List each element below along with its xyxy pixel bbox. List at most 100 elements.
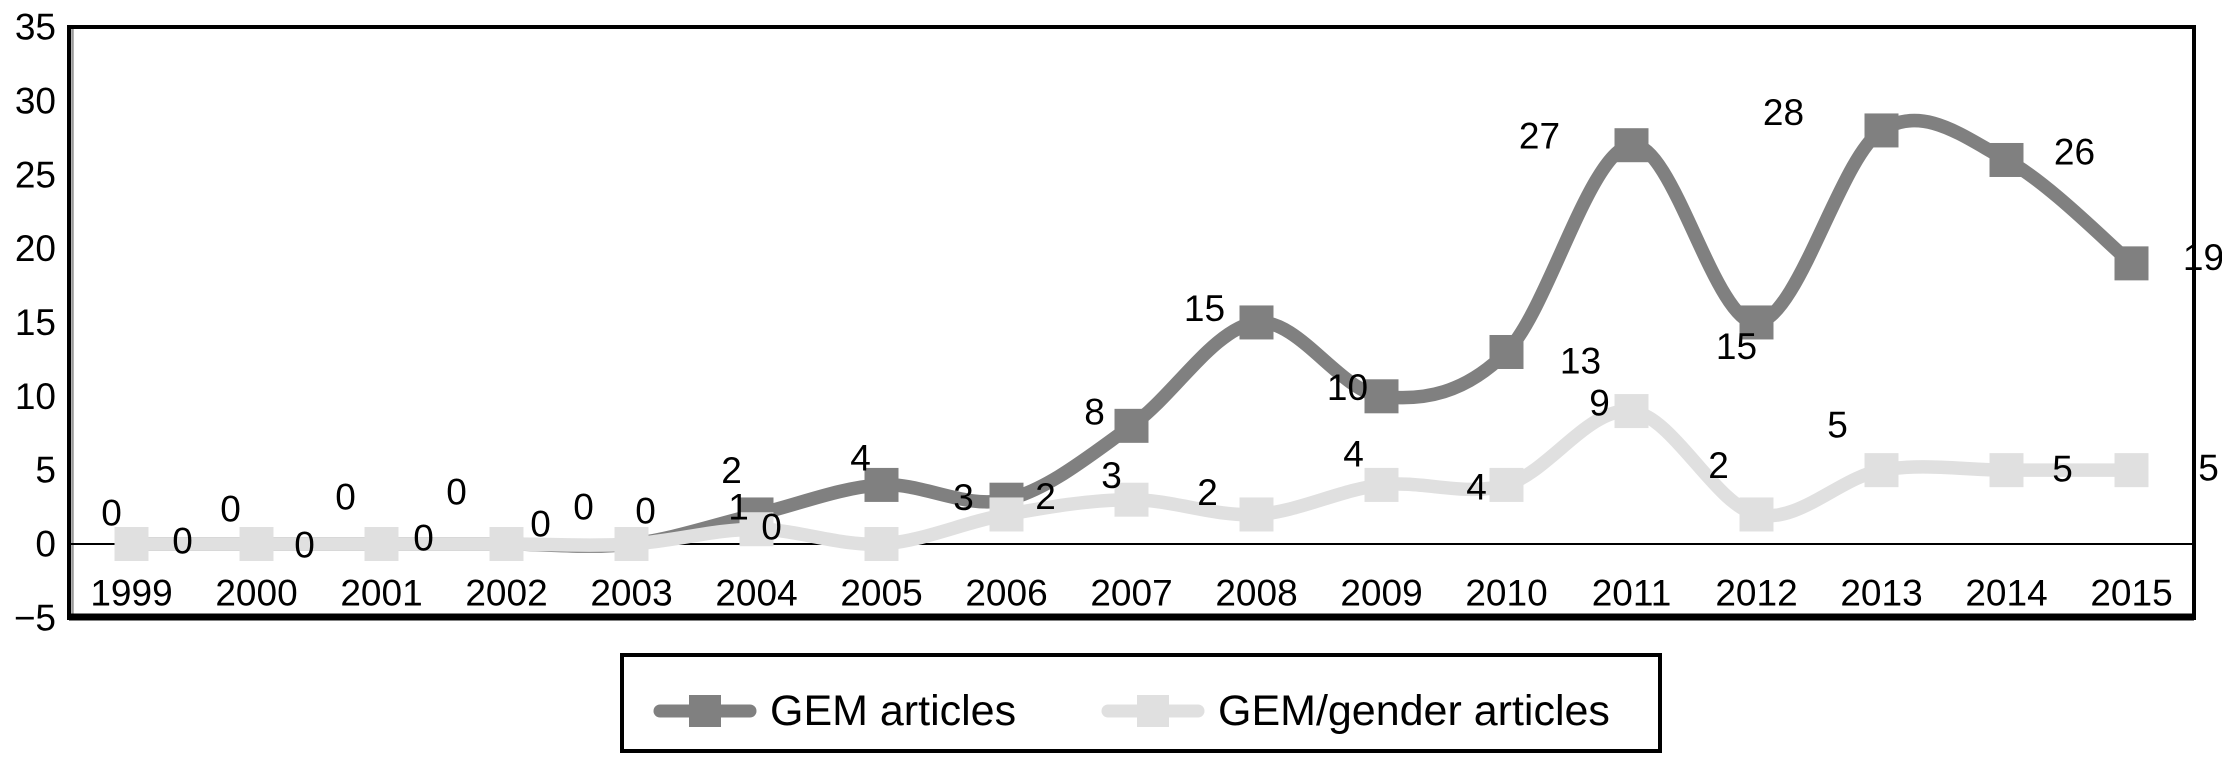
x-axis-tick-label: 2003 xyxy=(590,573,672,614)
series-marker-gem xyxy=(1864,113,1899,148)
y-axis-tick-label: 5 xyxy=(35,450,56,491)
x-axis-tick-label: 2012 xyxy=(1715,573,1797,614)
y-axis-tick-label: 20 xyxy=(15,228,56,269)
data-label: 2 xyxy=(1035,476,1056,517)
series-marker-gem xyxy=(1489,334,1524,369)
y-axis-tick-label: 0 xyxy=(35,524,56,565)
x-axis-tick-label: 1999 xyxy=(90,573,172,614)
series-marker-gender xyxy=(989,497,1024,532)
series-marker-gem xyxy=(1989,142,2024,177)
series-marker-gender xyxy=(1114,482,1149,517)
legend: GEM articles GEM/gender articles xyxy=(620,653,1662,753)
data-label: 0 xyxy=(446,472,467,513)
series-marker-gender xyxy=(1614,394,1649,429)
data-label: 27 xyxy=(1519,116,1560,157)
legend-swatch-marker-gender xyxy=(1137,695,1169,727)
data-label: 4 xyxy=(1343,433,1364,474)
x-axis-tick-label: 2005 xyxy=(840,573,922,614)
series-marker-gender xyxy=(1739,497,1774,532)
x-axis: 1999 2000 2001 2002 2003 2004 2005 2006 2007 2008… xyxy=(90,573,2172,614)
data-label: 3 xyxy=(953,477,974,518)
x-axis-tick-label: 2002 xyxy=(465,573,547,614)
series-marker-gem xyxy=(1239,305,1274,340)
series-marker-gender xyxy=(1489,467,1524,502)
series-marker-gender xyxy=(114,527,149,561)
series-marker-gender xyxy=(1864,453,1899,488)
x-axis-tick-label: 2007 xyxy=(1090,573,1172,614)
data-label: 26 xyxy=(2054,131,2095,172)
x-axis-tick-label: 2006 xyxy=(965,573,1047,614)
series-marker-gem xyxy=(2114,246,2149,281)
series-marker-gem xyxy=(1364,379,1399,414)
data-label: 0 xyxy=(573,487,594,528)
series-marker-gender xyxy=(239,527,274,561)
data-label: 2 xyxy=(1197,472,1218,513)
series-marker-gender xyxy=(864,527,899,561)
series-marker-gender xyxy=(489,527,524,561)
series-line-gem xyxy=(124,113,2139,553)
series-marker-gem xyxy=(1614,128,1649,163)
y-axis-tick-label: 30 xyxy=(15,80,56,121)
x-axis-tick-label: 2010 xyxy=(1465,573,1547,614)
data-label: 15 xyxy=(1716,326,1757,367)
data-label: 0 xyxy=(635,491,656,532)
data-label: 2 xyxy=(721,450,742,491)
x-axis-tick-label: 2009 xyxy=(1340,573,1422,614)
legend-label-gem: GEM articles xyxy=(770,687,1016,735)
x-axis-tick-label: 2011 xyxy=(1592,573,1672,614)
data-label: 8 xyxy=(1084,391,1105,432)
data-label: 5 xyxy=(2052,449,2073,490)
data-label: 0 xyxy=(335,477,356,518)
series-marker-gender xyxy=(614,527,649,561)
legend-swatch-marker-gem xyxy=(689,695,721,727)
data-label: 19 xyxy=(2183,237,2222,278)
data-label: 0 xyxy=(172,521,193,562)
series-layer xyxy=(114,113,2149,561)
x-axis-tick-label: 2008 xyxy=(1215,573,1297,614)
x-axis-tick-label: 2014 xyxy=(1965,573,2047,614)
series-marker-gem xyxy=(1114,408,1149,443)
data-label: 1 xyxy=(728,487,749,528)
data-label: 5 xyxy=(2198,448,2219,489)
series-marker-gender xyxy=(739,512,774,547)
series-marker-gender xyxy=(1989,453,2024,488)
data-label: 9 xyxy=(1589,383,1610,424)
legend-label-gender: GEM/gender articles xyxy=(1218,687,1610,735)
series-marker-gender xyxy=(364,527,399,561)
data-label: 10 xyxy=(1327,367,1368,408)
data-label: 2 xyxy=(1708,445,1729,486)
x-axis-tick-label: 2015 xyxy=(2090,573,2172,614)
series-marker-gem xyxy=(864,467,899,502)
series-marker-gender xyxy=(1239,497,1274,532)
data-label: 4 xyxy=(850,437,871,478)
series-marker-gender xyxy=(2114,453,2149,488)
data-label: 15 xyxy=(1184,288,1225,329)
x-axis-tick-label: 2000 xyxy=(215,573,297,614)
x-axis-tick-label: 2001 xyxy=(340,573,422,614)
y-axis: 35 30 25 20 15 10 5 0 −5 xyxy=(14,7,56,639)
data-label: 0 xyxy=(101,493,122,534)
data-label: 13 xyxy=(1560,340,1601,381)
y-axis-tick-label: 15 xyxy=(15,302,56,343)
y-axis-tick-label: 25 xyxy=(15,154,56,195)
plot-frame xyxy=(67,25,2196,621)
y-axis-tick-label: −5 xyxy=(14,597,56,638)
data-label: 0 xyxy=(220,489,241,530)
data-label: 3 xyxy=(1101,455,1122,496)
data-label: 28 xyxy=(1763,92,1804,133)
series-marker-gem xyxy=(1739,305,1774,340)
data-label: 0 xyxy=(294,525,315,566)
data-label: 0 xyxy=(413,518,434,559)
x-axis-tick-label: 2013 xyxy=(1840,573,1922,614)
data-label: 0 xyxy=(761,507,782,548)
y-axis-tick-label: 10 xyxy=(15,376,56,417)
x-axis-tick-label: 2004 xyxy=(715,573,797,614)
data-label: 5 xyxy=(1827,405,1848,446)
series-marker-gender xyxy=(1364,467,1399,502)
data-label: 0 xyxy=(530,504,551,545)
data-label: 4 xyxy=(1466,466,1487,507)
y-axis-tick-label: 35 xyxy=(15,7,56,48)
